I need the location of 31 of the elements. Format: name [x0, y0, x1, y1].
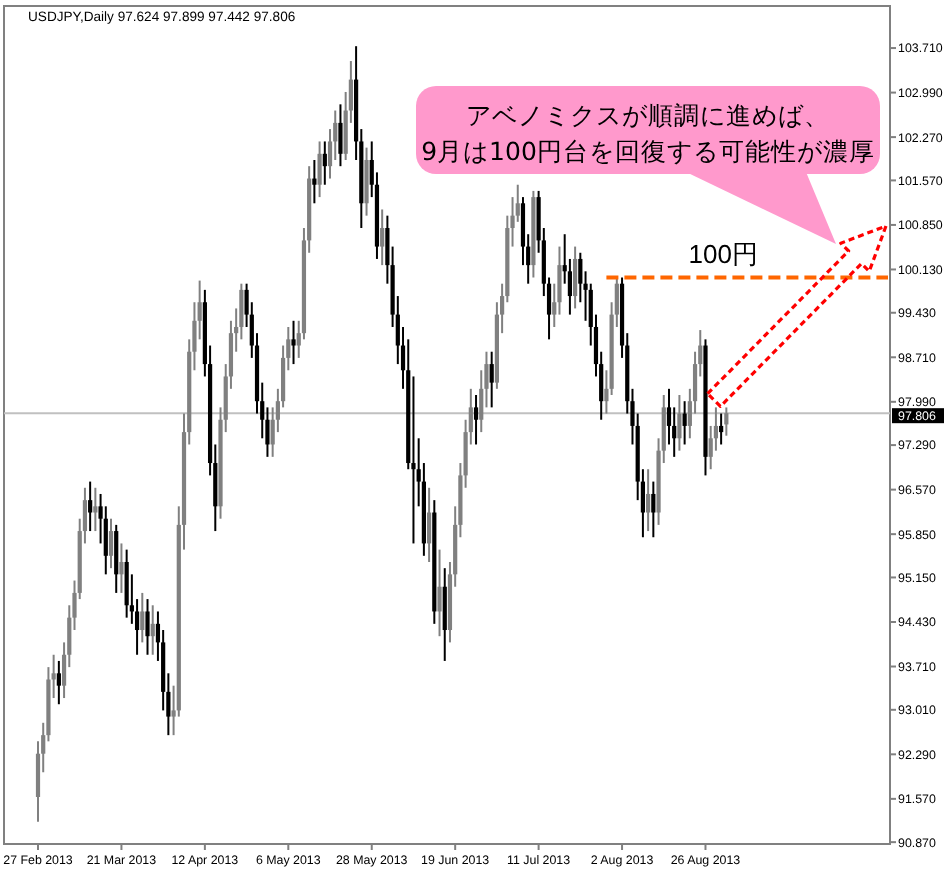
candlestick [724, 406, 729, 437]
candlestick [427, 486, 432, 563]
candlestick [88, 480, 93, 533]
candlestick [380, 208, 385, 267]
candlestick [114, 523, 119, 594]
candlestick [473, 394, 479, 446]
candlestick [145, 598, 150, 656]
candlestick [677, 394, 682, 452]
candlestick [317, 140, 322, 199]
candlestick [651, 480, 656, 539]
candlestick [56, 659, 61, 706]
candlestick [291, 319, 296, 366]
candlestick [338, 103, 343, 168]
candlestick [312, 158, 317, 205]
candlestick [573, 245, 578, 310]
candlestick [108, 517, 114, 570]
candlestick [140, 591, 145, 644]
candlestick [364, 146, 369, 217]
series-label: 100円 [688, 239, 758, 270]
candlestick [150, 604, 155, 656]
candlestick [682, 400, 687, 446]
candlestick [442, 567, 447, 662]
candlestick [124, 548, 129, 619]
candlestick [322, 140, 327, 186]
candlestick [93, 486, 98, 533]
candlestick [646, 468, 651, 533]
candlestick [719, 412, 724, 446]
candlestick [119, 542, 124, 594]
candlestick [437, 548, 442, 638]
candlestick [489, 350, 494, 409]
annotation: アベノミクスが順調に進めば、 9月は100円台を回復する可能性が濃厚 [421, 100, 875, 166]
